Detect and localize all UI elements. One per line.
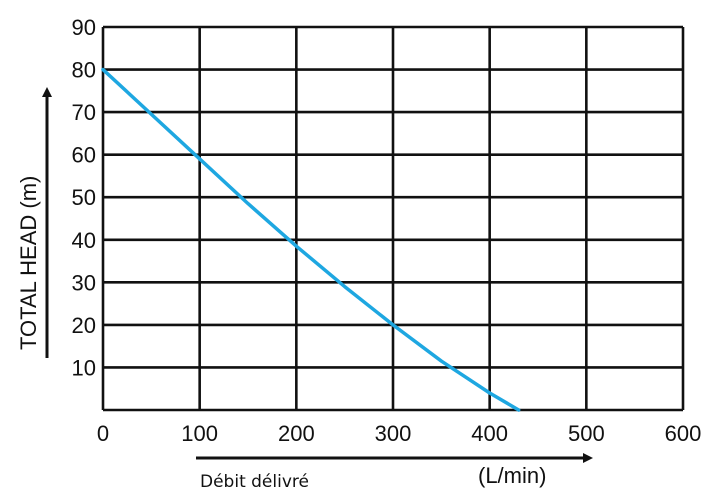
- y-tick-label: 10: [72, 355, 96, 380]
- x-tick-label: 100: [181, 421, 218, 446]
- y-tick-label: 90: [72, 15, 96, 40]
- x-tick-labels: 0 100 200 300 400 500 600: [97, 421, 701, 446]
- y-axis-title: TOTAL HEAD (m): [16, 176, 41, 350]
- series-line: [101, 67, 521, 412]
- y-tick-label: 20: [72, 313, 96, 338]
- x-tick-label: 400: [471, 421, 508, 446]
- y-tick-label: 80: [72, 58, 96, 83]
- grid: [101, 25, 685, 412]
- x-tick-label: 0: [97, 421, 109, 446]
- x-tick-label: 300: [375, 421, 412, 446]
- y-tick-label: 70: [72, 100, 96, 125]
- y-tick-label: 50: [72, 185, 96, 210]
- x-tick-label: 500: [568, 421, 605, 446]
- series-layer: [101, 67, 521, 412]
- y-tick-label: 60: [72, 143, 96, 168]
- x-axis-title: Débit délivré: [200, 472, 309, 492]
- x-tick-label: 200: [278, 421, 315, 446]
- y-tick-label: 30: [72, 270, 96, 295]
- y-tick-labels: 10 20 30 40 50 60 70 80 90: [72, 15, 96, 380]
- x-tick-label: 600: [665, 421, 702, 446]
- x-axis-unit: (L/min): [478, 463, 546, 488]
- y-tick-label: 40: [72, 228, 96, 253]
